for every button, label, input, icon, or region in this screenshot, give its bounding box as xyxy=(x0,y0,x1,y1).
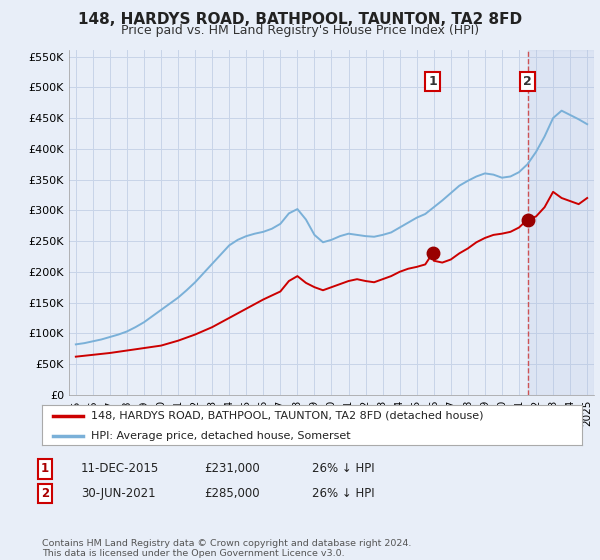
Text: £231,000: £231,000 xyxy=(204,462,260,475)
Text: HPI: Average price, detached house, Somerset: HPI: Average price, detached house, Some… xyxy=(91,431,350,441)
Text: 148, HARDYS ROAD, BATHPOOL, TAUNTON, TA2 8FD (detached house): 148, HARDYS ROAD, BATHPOOL, TAUNTON, TA2… xyxy=(91,411,483,421)
Text: Contains HM Land Registry data © Crown copyright and database right 2024.
This d: Contains HM Land Registry data © Crown c… xyxy=(42,539,412,558)
Text: 30-JUN-2021: 30-JUN-2021 xyxy=(81,487,155,500)
Text: 1: 1 xyxy=(428,74,437,88)
Text: £285,000: £285,000 xyxy=(204,487,260,500)
Text: 2: 2 xyxy=(523,74,532,88)
Text: 26% ↓ HPI: 26% ↓ HPI xyxy=(312,462,374,475)
Text: 1: 1 xyxy=(41,462,49,475)
Bar xyxy=(527,50,594,395)
Text: 11-DEC-2015: 11-DEC-2015 xyxy=(81,462,159,475)
Text: 2: 2 xyxy=(41,487,49,500)
Text: Price paid vs. HM Land Registry's House Price Index (HPI): Price paid vs. HM Land Registry's House … xyxy=(121,24,479,37)
Text: 26% ↓ HPI: 26% ↓ HPI xyxy=(312,487,374,500)
Text: 148, HARDYS ROAD, BATHPOOL, TAUNTON, TA2 8FD: 148, HARDYS ROAD, BATHPOOL, TAUNTON, TA2… xyxy=(78,12,522,27)
